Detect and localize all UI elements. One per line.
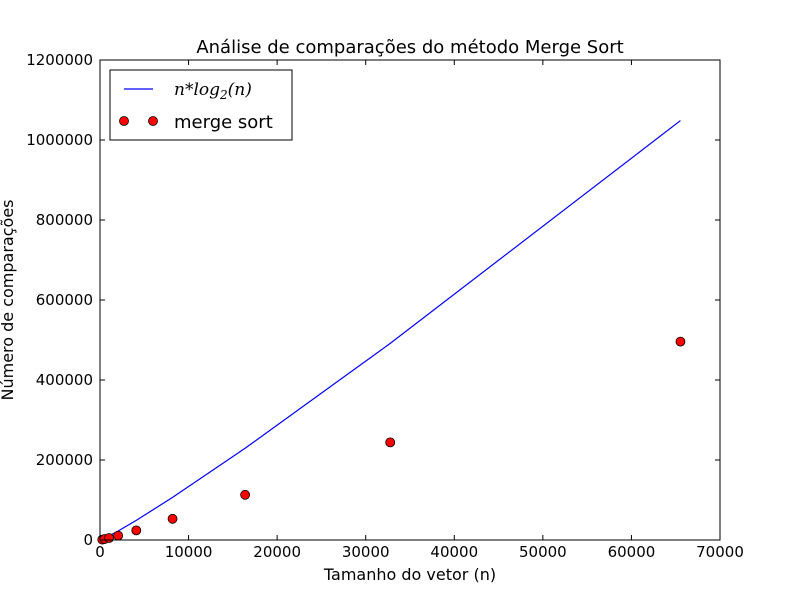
merge-sort-point	[113, 530, 124, 541]
x-tick-label: 50000	[519, 543, 567, 561]
merge-sort-point	[167, 513, 178, 524]
legend: n*log2(n) merge sort	[109, 69, 293, 141]
y-tick-label: 600000	[36, 291, 93, 309]
x-tick-label: 20000	[253, 543, 301, 561]
x-tick-label: 10000	[165, 543, 213, 561]
legend-label-merge-sort: merge sort	[174, 112, 273, 133]
merge-sort-point	[675, 336, 686, 347]
legend-marker-swatch	[148, 116, 158, 126]
merge-sort-point	[240, 489, 251, 500]
chart-title: Análise de comparações do método Merge S…	[196, 37, 623, 58]
y-tick-label: 200000	[36, 451, 93, 469]
legend-box	[109, 69, 293, 141]
x-tick-label: 60000	[608, 543, 656, 561]
y-axis-label: Número de comparações	[0, 199, 17, 400]
x-tick-label: 70000	[696, 543, 744, 561]
y-tick-label: 1200000	[26, 51, 93, 69]
plot-area	[97, 120, 686, 545]
y-tick-label: 1000000	[26, 131, 93, 149]
x-axis-label: Tamanho do vetor (n)	[323, 565, 496, 584]
merge-sort-point	[131, 525, 142, 536]
axis-ticks: 0 10000 20000 30000 40000 50000 60000 70000 0 200…	[26, 51, 744, 561]
y-tick-label: 800000	[36, 211, 93, 229]
x-tick-label: 30000	[342, 543, 390, 561]
series-line-nlog2n	[102, 120, 681, 540]
y-tick-label: 400000	[36, 371, 93, 389]
legend-label-nlog2n: n*log2(n)	[174, 80, 252, 102]
x-tick-label: 40000	[430, 543, 478, 561]
merge-sort-point	[104, 533, 114, 543]
y-tick-label: 0	[83, 531, 93, 549]
merge-sort-point	[385, 437, 396, 448]
x-tick-label: 0	[95, 543, 105, 561]
legend-marker-swatch	[119, 116, 129, 126]
